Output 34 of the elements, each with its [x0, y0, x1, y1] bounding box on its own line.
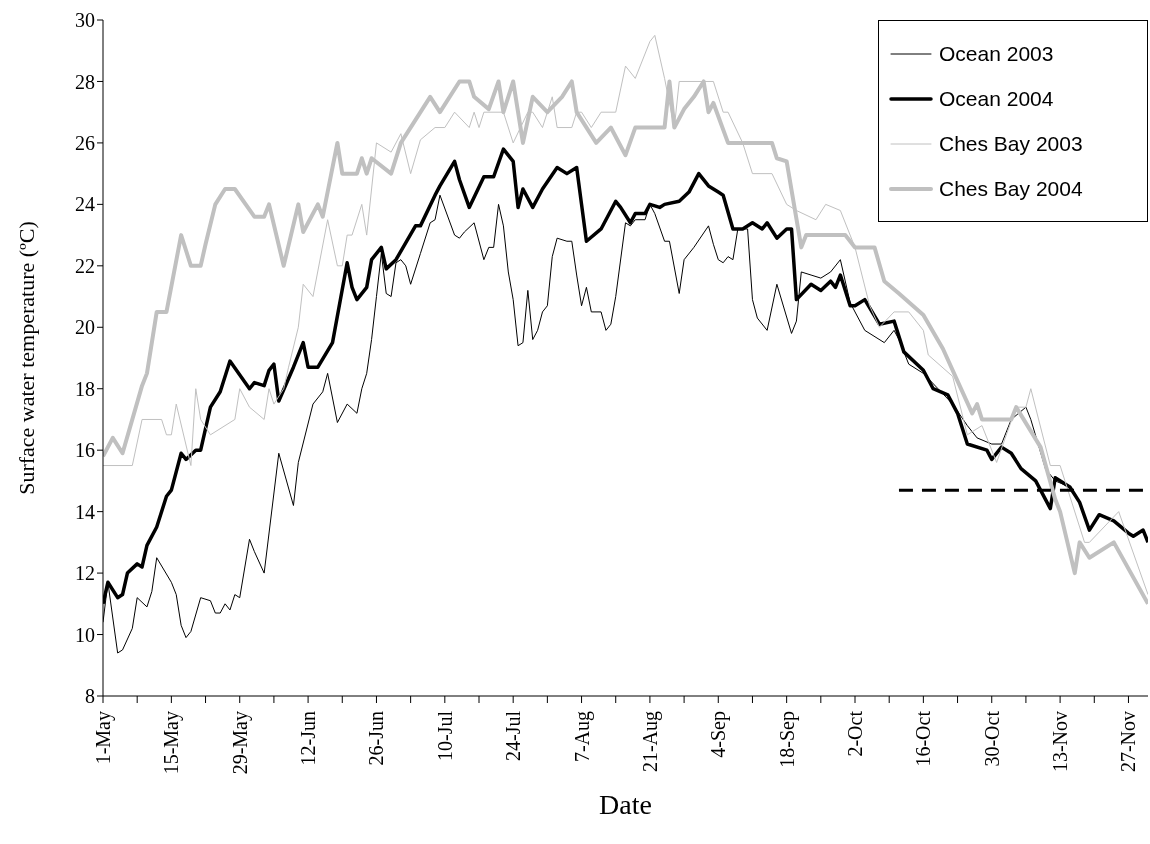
- y-tick-label: 10: [75, 623, 95, 646]
- x-tick-label: 26-Jun: [365, 711, 388, 766]
- x-tick-label: 21-Aug: [638, 711, 662, 773]
- y-tick-label: 24: [75, 193, 95, 216]
- x-tick-label: 16-Oct: [912, 710, 935, 767]
- y-tick-label: 14: [75, 500, 95, 523]
- y-tick-label: 22: [75, 254, 95, 277]
- legend-label: Ocean 2004: [939, 86, 1054, 111]
- x-tick-label: 18-Sep: [775, 711, 799, 768]
- x-tick-label: 2-Oct: [844, 710, 867, 757]
- y-tick-label: 28: [75, 70, 95, 93]
- x-tick-label: 30-Oct: [980, 710, 1003, 767]
- y-tick-label: 30: [75, 9, 95, 32]
- x-tick-label: 12-Jun: [297, 711, 320, 766]
- y-tick-label: 26: [75, 132, 95, 155]
- legend-label: Ches Bay 2003: [939, 131, 1083, 156]
- y-tick-label: 20: [75, 316, 95, 339]
- y-tick-label: 16: [75, 439, 95, 462]
- x-tick-label: 27-Nov: [1117, 711, 1140, 773]
- y-tick-label: 18: [75, 377, 95, 400]
- x-tick-label: 15-May: [160, 711, 184, 775]
- y-tick-label: 8: [85, 685, 95, 708]
- x-tick-label: 4-Sep: [707, 711, 731, 758]
- y-axis-title: Surface water temperature (ºC): [13, 221, 39, 495]
- x-tick-label: 7-Aug: [570, 711, 594, 763]
- legend-label: Ches Bay 2004: [939, 176, 1083, 201]
- x-tick-label: 10-Jul: [433, 710, 456, 761]
- x-tick-label: 13-Nov: [1049, 711, 1072, 773]
- x-axis-title: Date: [599, 789, 652, 820]
- y-tick-label: 12: [75, 562, 95, 585]
- x-tick-label: 1-May: [92, 711, 115, 765]
- legend-label: Ocean 2003: [939, 41, 1054, 66]
- x-tick-label: 29-May: [228, 711, 252, 775]
- x-tick-label: 24-Jul: [502, 710, 525, 761]
